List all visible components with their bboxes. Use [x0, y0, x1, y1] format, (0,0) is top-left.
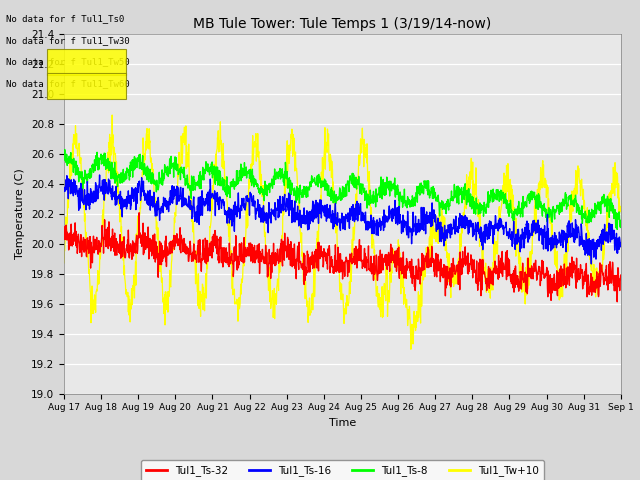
- Text: No data for f Tul1_Ts0: No data for f Tul1_Ts0: [6, 14, 125, 24]
- Text: No data for f Tul1_Tw60: No data for f Tul1_Tw60: [6, 79, 130, 88]
- Text: No data for f Tul1_Tw30: No data for f Tul1_Tw30: [6, 36, 130, 45]
- Y-axis label: Temperature (C): Temperature (C): [15, 168, 26, 259]
- Legend: Tul1_Ts-32, Tul1_Ts-16, Tul1_Ts-8, Tul1_Tw+10: Tul1_Ts-32, Tul1_Ts-16, Tul1_Ts-8, Tul1_…: [141, 460, 544, 480]
- Title: MB Tule Tower: Tule Temps 1 (3/19/14-now): MB Tule Tower: Tule Temps 1 (3/19/14-now…: [193, 17, 492, 31]
- X-axis label: Time: Time: [329, 418, 356, 428]
- Text: No data for f Tul1_Tw50: No data for f Tul1_Tw50: [6, 58, 130, 67]
